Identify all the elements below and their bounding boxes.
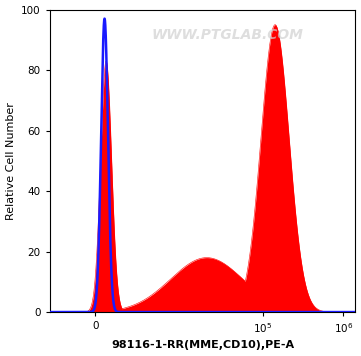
Y-axis label: Relative Cell Number: Relative Cell Number: [5, 102, 16, 220]
X-axis label: 98116-1-RR(MME,CD10),PE-A: 98116-1-RR(MME,CD10),PE-A: [111, 340, 294, 350]
Text: WWW.PTGLAB.COM: WWW.PTGLAB.COM: [151, 28, 303, 42]
